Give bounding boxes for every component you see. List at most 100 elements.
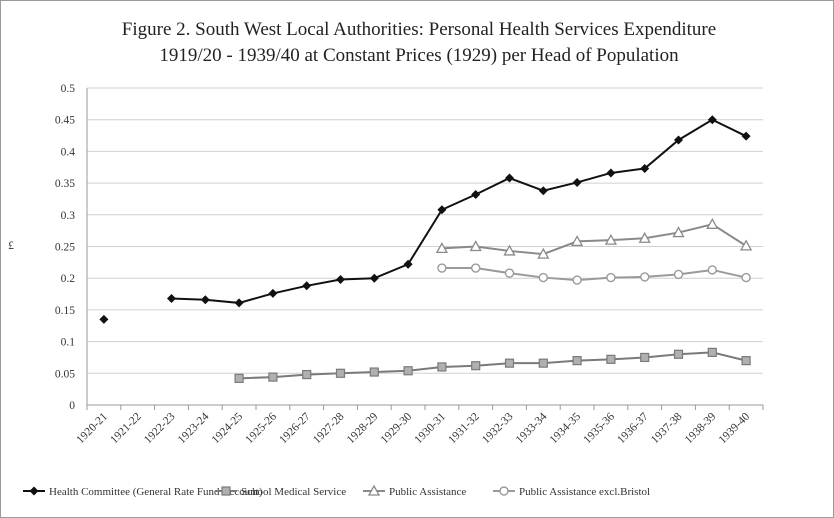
- point-marker: [369, 273, 379, 283]
- x-tick-label: 1933-34: [514, 410, 550, 446]
- y-tick-label: 0.25: [55, 242, 75, 254]
- x-tick-label: 1930-31: [412, 410, 448, 446]
- y-tick-label: 0.15: [55, 305, 75, 317]
- point-marker: [471, 361, 481, 371]
- legend-label: Public Assistance excl.Bristol: [519, 486, 650, 498]
- series-line: [441, 223, 747, 256]
- y-tick-labels: 0 0.05 0.1 0.15 0.2 0.25 0.3 0.35 0.4 0.45 0.5: [55, 83, 75, 412]
- x-tick-label: 1935-36: [581, 410, 617, 446]
- point-marker: [707, 265, 717, 275]
- point-marker: [606, 354, 616, 364]
- legend: Health Committee (General Rate Fund Acco…: [23, 484, 650, 498]
- point-marker: [99, 314, 109, 324]
- x-tick-label: 1921-22: [108, 410, 144, 446]
- series-line: [239, 351, 747, 380]
- point-marker: [336, 274, 345, 284]
- point-marker: [499, 486, 509, 496]
- point-marker: [604, 233, 618, 245]
- point-marker: [437, 362, 447, 372]
- point-marker: [29, 486, 39, 496]
- point-marker: [437, 205, 447, 215]
- y-tick-label: 0.4: [61, 146, 76, 158]
- point-marker: [640, 272, 650, 282]
- point-marker: [167, 293, 176, 303]
- y-tick-label: 0.2: [61, 273, 76, 285]
- y-tick-label: 0.5: [61, 83, 76, 95]
- point-marker: [538, 186, 548, 196]
- x-tick-label: 1932-33: [480, 410, 516, 446]
- point-marker: [367, 484, 381, 496]
- y-tick-label: 0.05: [55, 368, 75, 380]
- point-marker: [234, 298, 244, 308]
- point-marker: [234, 373, 244, 383]
- point-marker: [741, 356, 751, 366]
- point-marker: [471, 263, 481, 273]
- point-marker: [538, 358, 548, 368]
- point-marker: [268, 288, 278, 298]
- legend-label: School Medical Service: [241, 486, 346, 498]
- x-tick-label: 1937-38: [649, 410, 685, 446]
- x-tick-label: 1923-24: [176, 410, 212, 446]
- point-marker: [200, 295, 210, 305]
- y-tick-label: 0.45: [55, 115, 75, 127]
- point-marker: [504, 358, 515, 368]
- point-marker: [606, 272, 616, 283]
- point-marker: [437, 263, 447, 273]
- y-tick-label: 0.35: [55, 178, 75, 190]
- x-tick-label: 1925-26: [243, 410, 279, 446]
- x-tick-labels: 1920-211921-221922-231923-241924-251925-…: [74, 410, 752, 446]
- point-marker: [572, 275, 582, 285]
- point-marker: [707, 347, 717, 357]
- series-1: [99, 115, 751, 324]
- point-marker: [369, 367, 379, 377]
- point-marker: [570, 235, 584, 247]
- point-marker: [302, 369, 312, 380]
- chart-subtitle: 1919/20 - 1939/40 at Constant Prices (19…: [159, 45, 679, 66]
- point-marker: [403, 259, 413, 269]
- y-tick-label: 0.3: [61, 210, 76, 222]
- point-marker: [572, 177, 582, 187]
- x-tick-label: 1931-32: [446, 410, 482, 446]
- point-marker: [739, 239, 753, 251]
- x-tick-label: 1927-28: [311, 410, 347, 446]
- x-tick-label: 1936-37: [615, 410, 651, 446]
- point-marker: [707, 115, 717, 125]
- x-tick-label: 1934-35: [548, 410, 584, 446]
- point-marker: [606, 168, 616, 178]
- x-tick-label: 1924-25: [210, 410, 246, 446]
- point-marker: [469, 240, 482, 252]
- point-marker: [505, 173, 514, 183]
- point-marker: [335, 368, 346, 378]
- point-marker: [640, 164, 650, 174]
- series-3: [435, 217, 753, 259]
- point-marker: [706, 217, 719, 229]
- y-tick-label: 0.1: [61, 337, 76, 349]
- axes: [86, 88, 764, 410]
- series-line: [441, 267, 747, 282]
- point-marker: [638, 231, 651, 243]
- x-tick-label: 1938-39: [683, 410, 719, 446]
- point-marker: [403, 366, 413, 376]
- x-tick-label: 1920-21: [74, 410, 110, 446]
- point-marker: [672, 226, 685, 238]
- point-marker: [503, 244, 516, 256]
- x-tick-label: 1928-29: [345, 410, 381, 446]
- point-marker: [538, 272, 548, 283]
- point-marker: [741, 131, 751, 141]
- point-marker: [537, 247, 550, 259]
- point-marker: [673, 349, 684, 359]
- x-tick-label: 1926-27: [277, 410, 313, 446]
- series-2: [234, 347, 751, 383]
- point-marker: [640, 352, 650, 363]
- gridlines: [87, 87, 763, 374]
- legend-label: Public Assistance: [389, 486, 466, 498]
- x-tick-label: 1929-30: [379, 410, 415, 446]
- legend-label: Health Committee (General Rate Fund Acco…: [49, 486, 263, 498]
- point-marker: [674, 135, 683, 145]
- point-marker: [741, 272, 751, 283]
- point-marker: [435, 242, 449, 254]
- point-marker: [302, 281, 312, 291]
- x-tick-label: 1922-23: [142, 410, 178, 446]
